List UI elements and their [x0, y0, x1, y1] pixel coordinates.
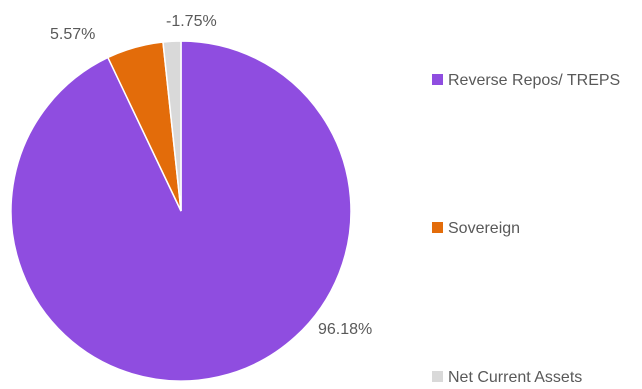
legend-swatch: [432, 222, 443, 233]
pie-slices: [10, 40, 352, 382]
legend-label: Sovereign: [448, 220, 520, 237]
legend-label: Reverse Repos/ TREPS: [448, 72, 620, 89]
slice-labels: 96.18% 5.57% -1.75%: [50, 13, 372, 338]
legend-swatch: [432, 371, 443, 382]
label-net-current-assets: -1.75%: [166, 13, 217, 30]
slice-net-current-assets: [162, 40, 182, 212]
label-sovereign: 5.57%: [50, 26, 95, 43]
label-reverse-repos: 96.18%: [318, 321, 372, 338]
legend-label: Net Current Assets: [448, 369, 582, 386]
legend-item-sovereign: Sovereign: [432, 220, 520, 237]
legend: Reverse Repos/ TREPS Sovereign Net Current…: [432, 72, 620, 386]
legend-swatch: [432, 74, 443, 85]
legend-item-reverse-repos: Reverse Repos/ TREPS: [432, 72, 620, 89]
legend-item-net-current-assets: Net Current Assets: [432, 369, 582, 386]
